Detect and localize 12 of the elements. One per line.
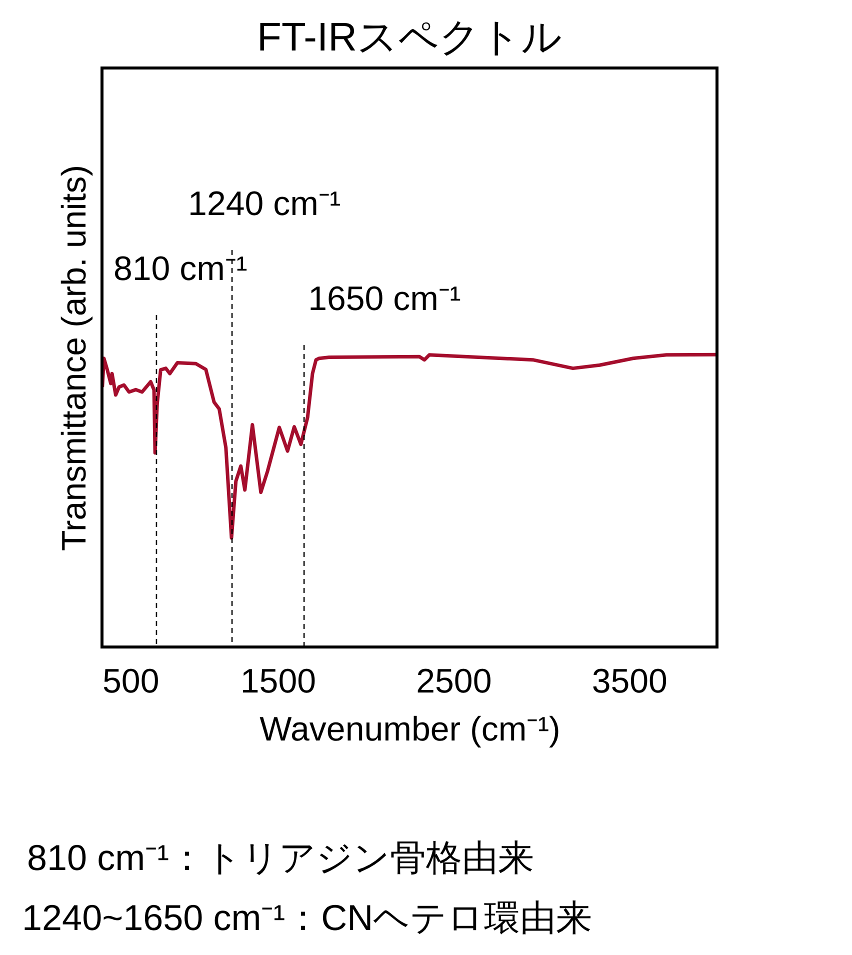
ref-line-label: 1240 cm⁻¹ — [188, 185, 341, 223]
text: 810 cm⁻¹：トリアジン骨格由来 — [27, 837, 534, 878]
ref-line-label: 1650 cm⁻¹ — [308, 280, 461, 318]
x-tick-label: 500 — [102, 662, 160, 700]
x-tick-label: 2500 — [416, 662, 492, 700]
x-axis-title: Wavenumber (cm⁻¹) — [260, 710, 560, 748]
text: 1240~1650 cm⁻¹：CNヘテロ環由来 — [22, 897, 592, 938]
x-tick-label: 3500 — [592, 662, 668, 700]
y-axis-title: Transmittance (arb. units) — [56, 164, 94, 552]
ref-line-label: 810 cm⁻¹ — [113, 250, 248, 288]
x-tick-label: 1500 — [240, 662, 316, 700]
chart-title: FT-IRスペクトル — [257, 16, 562, 60]
